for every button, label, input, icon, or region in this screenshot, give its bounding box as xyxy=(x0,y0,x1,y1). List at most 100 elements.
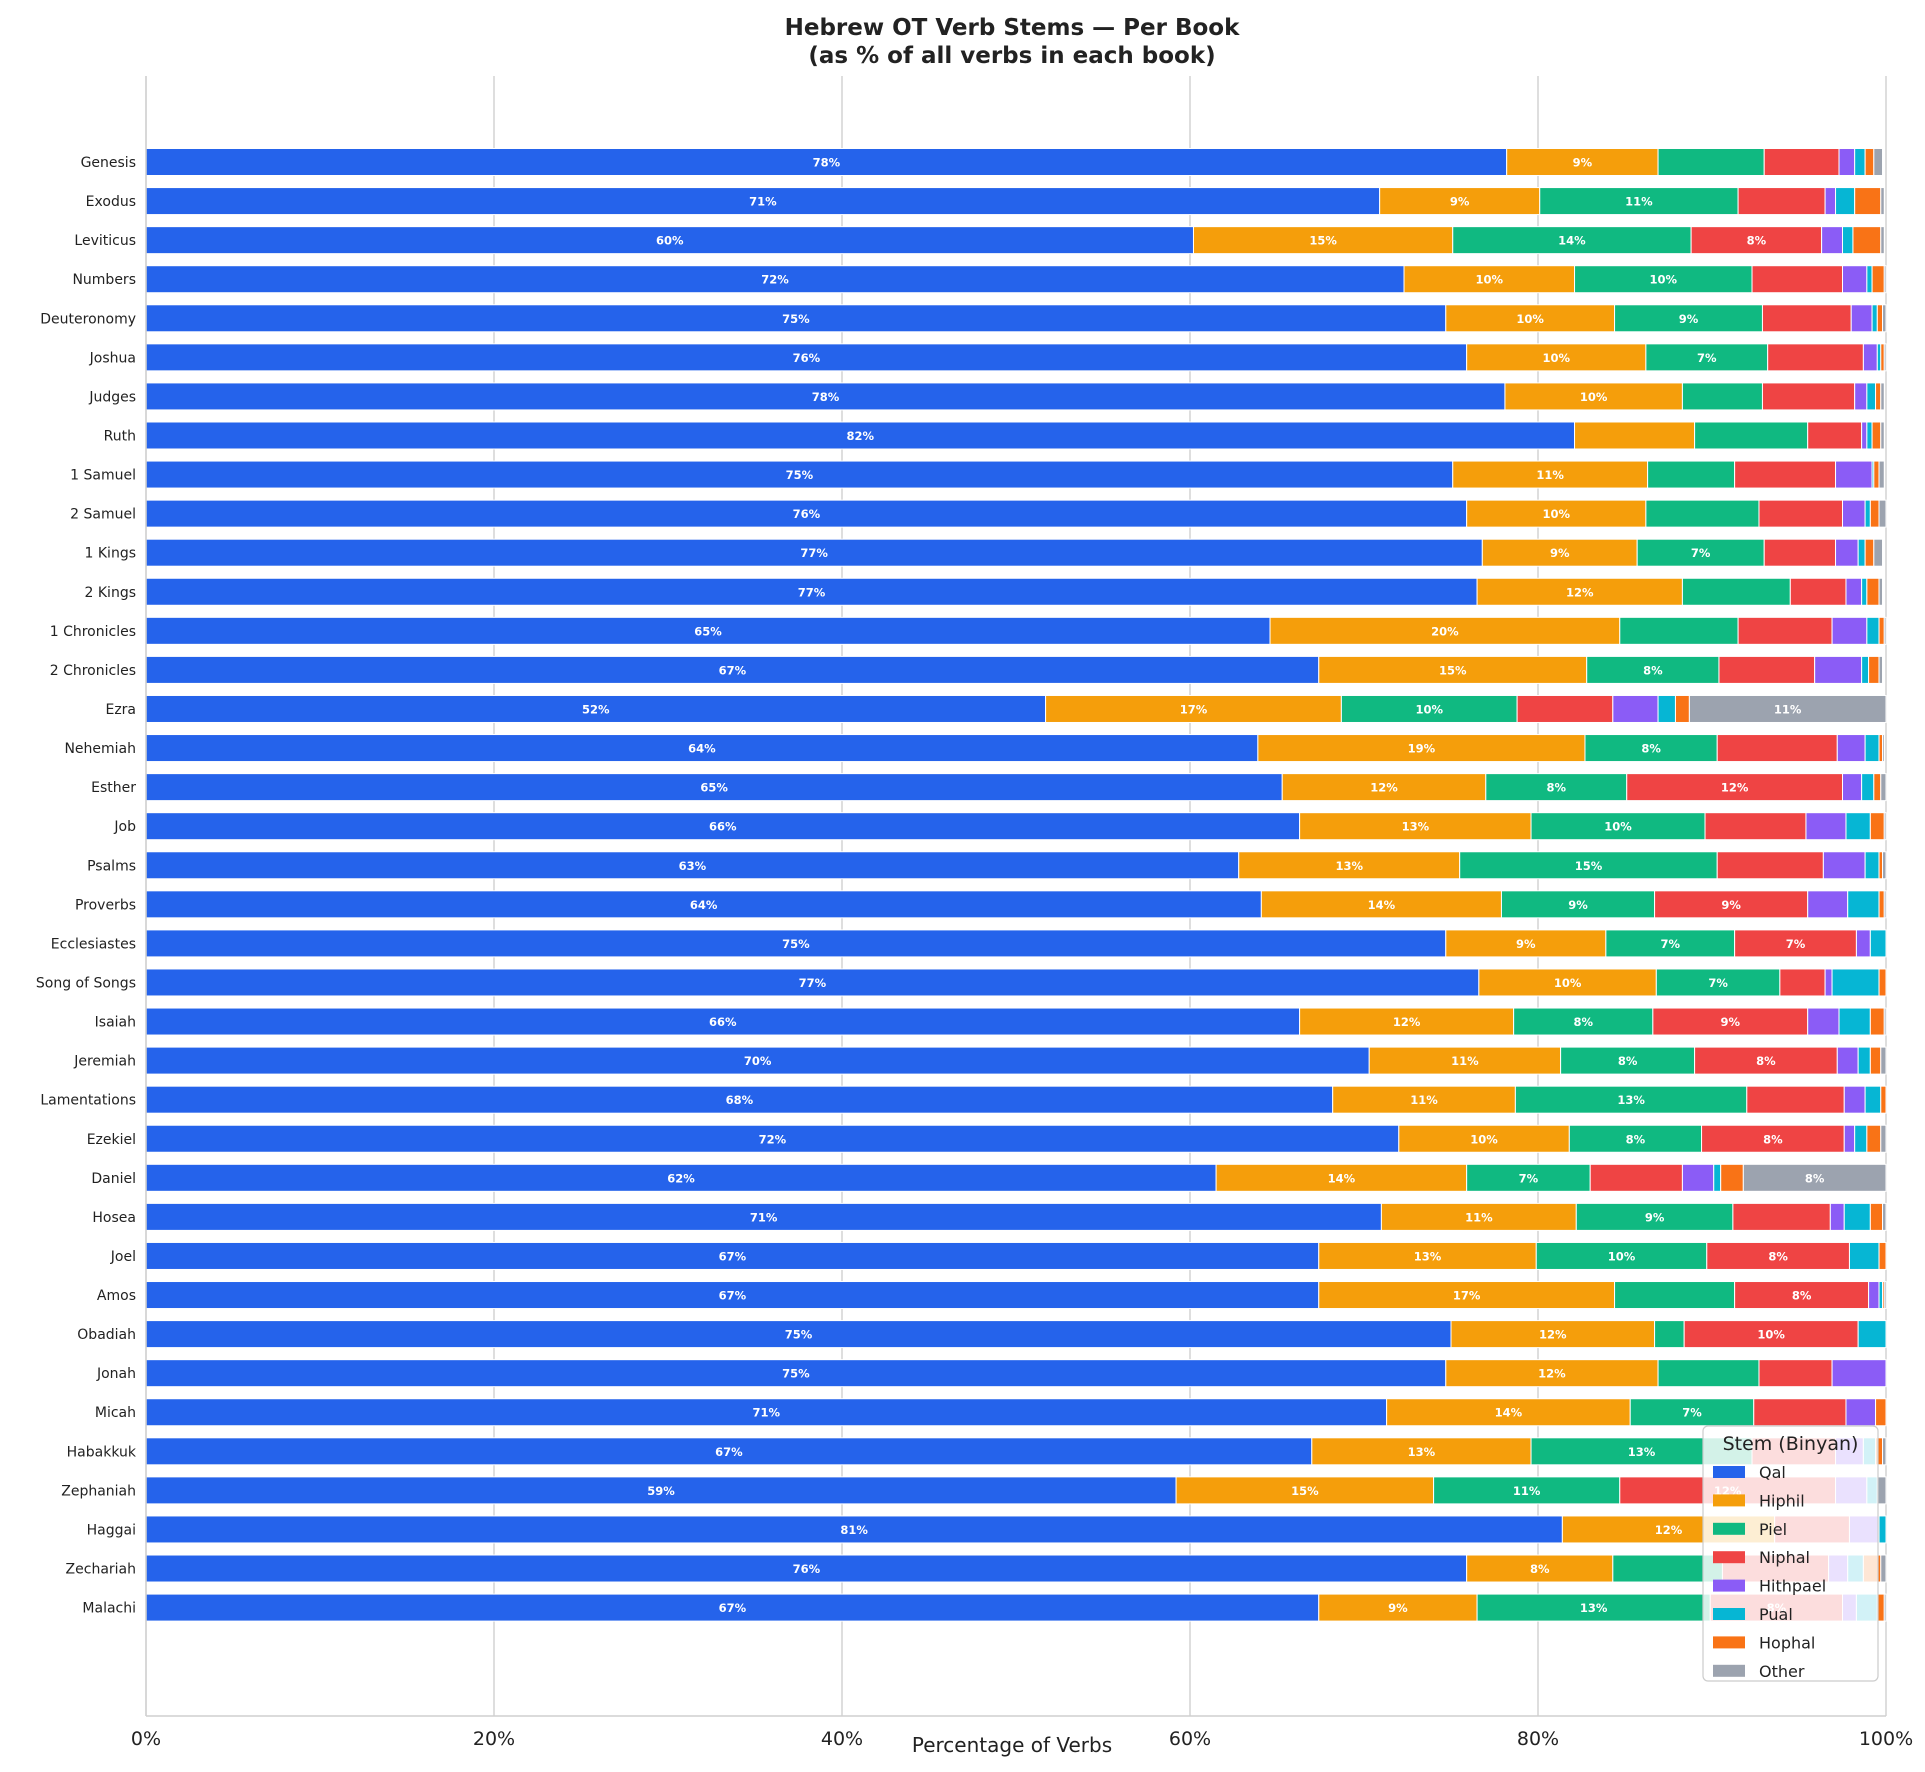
bar-segment xyxy=(1866,382,1877,411)
bar-segment xyxy=(1869,1046,1882,1075)
bar-segment xyxy=(1763,538,1837,567)
y-tick-label: 1 Kings xyxy=(85,546,136,562)
y-tick-label: 2 Chronicles xyxy=(50,663,136,679)
bar-segment xyxy=(1868,655,1880,684)
bar-segment xyxy=(1654,1320,1685,1349)
data-label: 14% xyxy=(1328,1171,1356,1185)
bar-segment xyxy=(1882,851,1887,880)
bar-segment xyxy=(1822,851,1866,880)
bar-segment xyxy=(1866,421,1873,450)
bar-segment xyxy=(1568,1124,1703,1153)
bar-segment xyxy=(145,382,1506,411)
bar-segment xyxy=(1873,460,1880,489)
bar-segment xyxy=(1694,1046,1838,1075)
bar-segment xyxy=(145,538,1483,567)
bar-segment xyxy=(1645,343,1769,372)
bar-segment xyxy=(1476,577,1683,606)
data-label: 70% xyxy=(744,1054,772,1068)
data-label: 76% xyxy=(793,351,821,365)
bar-segment xyxy=(1866,577,1880,606)
bar-segment xyxy=(1878,1515,1887,1544)
bar-segment xyxy=(145,773,1283,802)
bar-segment xyxy=(1838,1007,1871,1036)
legend-swatch xyxy=(1713,1522,1745,1535)
legend-entry: Niphal xyxy=(1759,1548,1810,1567)
y-tick-label: 2 Kings xyxy=(85,585,136,601)
bar-segment xyxy=(1450,1320,1656,1349)
bar-segment xyxy=(1855,929,1871,958)
bar-segment xyxy=(1681,382,1763,411)
bar-segment xyxy=(1485,773,1628,802)
bar-segment xyxy=(1761,304,1852,333)
bar-segment xyxy=(1883,890,1887,919)
data-label: 67% xyxy=(715,1445,743,1459)
bar-segment xyxy=(1868,1281,1880,1310)
bar-segment xyxy=(1718,655,1816,684)
data-label: 9% xyxy=(1721,1015,1741,1029)
bar-segment xyxy=(145,1359,1447,1388)
bar-segment xyxy=(1654,890,1809,919)
data-label: 15% xyxy=(1575,859,1603,873)
data-label: 8% xyxy=(1768,1249,1788,1263)
bar-segment xyxy=(145,187,1381,216)
data-label: 9% xyxy=(1721,898,1741,912)
bar-segment xyxy=(1873,773,1882,802)
bar-segment xyxy=(1843,1124,1856,1153)
bar-segment xyxy=(1882,1202,1887,1231)
bar-segment xyxy=(1878,577,1884,606)
bar-segment xyxy=(145,1046,1370,1075)
y-tick-label: Isaiah xyxy=(95,1015,136,1031)
bar-segment xyxy=(1843,1202,1871,1231)
bar-segment xyxy=(1878,734,1884,763)
bar-segment xyxy=(1880,421,1885,450)
legend-entry: Hithpael xyxy=(1759,1577,1826,1596)
bar-segment xyxy=(1706,1241,1850,1270)
data-label: 75% xyxy=(782,312,810,326)
bar-segment xyxy=(1864,499,1871,528)
x-axis-label: Percentage of Verbs xyxy=(912,1733,1112,1757)
bar-segment xyxy=(1861,655,1870,684)
y-tick-label: Song of Songs xyxy=(36,975,136,991)
data-label: 10% xyxy=(1470,1132,1498,1146)
data-label: 8% xyxy=(1626,1132,1646,1146)
bar-segment xyxy=(1586,655,1720,684)
data-label: 7% xyxy=(1519,1171,1539,1185)
bar-segment xyxy=(1871,265,1885,294)
bar-segment xyxy=(1878,851,1884,880)
bar-segment xyxy=(1838,148,1856,176)
data-label: 15% xyxy=(1291,1484,1319,1498)
bar-segment xyxy=(1433,1476,1621,1505)
bar-segment xyxy=(145,929,1447,958)
bar-segment xyxy=(1864,734,1880,763)
legend-entry: Qal xyxy=(1759,1463,1786,1482)
data-label: 14% xyxy=(1558,234,1586,248)
data-label: 13% xyxy=(1580,1601,1608,1615)
y-tick-label: Numbers xyxy=(72,272,136,288)
chart-subtitle: (as % of all verbs in each book) xyxy=(808,43,1215,69)
bar-segment xyxy=(1880,343,1885,372)
legend-swatch xyxy=(1713,1466,1745,1478)
y-tick-label: Malachi xyxy=(82,1601,136,1617)
data-label: 8% xyxy=(1547,781,1567,795)
bar-segment xyxy=(1612,694,1659,723)
bar-segment xyxy=(1864,148,1875,176)
bar-segment xyxy=(1690,226,1823,255)
bar-segment xyxy=(1514,1085,1748,1114)
data-label: 9% xyxy=(1679,312,1699,326)
bar-segment xyxy=(1737,616,1833,645)
legend-swatch xyxy=(1713,1494,1745,1507)
bar-segment xyxy=(1866,265,1873,294)
data-label: 19% xyxy=(1408,742,1436,756)
x-tick-label: 60% xyxy=(1169,1728,1211,1750)
bar-segment xyxy=(1318,655,1588,684)
data-label: 67% xyxy=(719,1601,747,1615)
data-label: 10% xyxy=(1476,273,1504,287)
bar-segment xyxy=(1575,1202,1734,1231)
data-label: 10% xyxy=(1543,351,1571,365)
bar-segment xyxy=(145,812,1301,841)
data-label: 11% xyxy=(1625,195,1653,209)
bar-segment xyxy=(1045,694,1342,723)
bar-segment xyxy=(1318,1593,1478,1622)
bar-segment xyxy=(1876,1476,1887,1505)
bar-segment xyxy=(1466,343,1647,372)
